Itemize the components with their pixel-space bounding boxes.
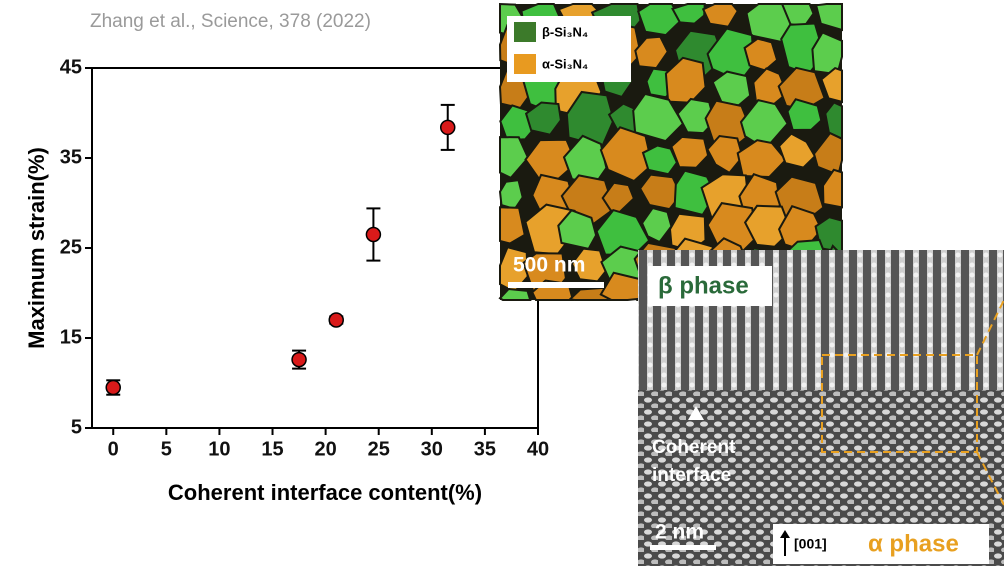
legend-swatch [514, 54, 536, 74]
direction-label: [001] [794, 536, 827, 552]
y-tick-label: 15 [60, 326, 82, 348]
point [106, 381, 120, 395]
micrograph-2: β phase Coherent interface 2 nm [001] α … [638, 250, 1004, 566]
x-tick-label: 20 [314, 438, 336, 460]
y-tick-label: 5 [71, 416, 82, 438]
y-tick-label: 45 [60, 56, 82, 78]
y-tick-label: 25 [60, 236, 82, 258]
phase-label: α phase [868, 530, 959, 557]
scale-label: 2 nm [655, 521, 704, 544]
legend-label: β-Si₃N₄ [542, 24, 588, 39]
y-axis-label: Maximum strain(%) [24, 147, 49, 349]
annotation: Coherent [652, 437, 736, 458]
scale-bar [650, 545, 716, 550]
x-tick-label: 0 [108, 438, 119, 460]
legend-label: α-Si₃N₄ [542, 56, 588, 71]
figure: Zhang et al., Science, 378 (2022) 5 15 25 3… [0, 0, 1004, 566]
x-tick-label: 10 [208, 438, 230, 460]
point [441, 120, 455, 134]
x-tick-label: 40 [527, 438, 549, 460]
grain [500, 207, 525, 243]
x-tick-label: 5 [161, 438, 172, 460]
annotation: interface [652, 465, 731, 486]
plot-frame [92, 68, 538, 428]
legend-swatch [514, 22, 536, 42]
scale-bar [508, 282, 604, 288]
x-tick-label: 30 [421, 438, 443, 460]
y-tick-label: 35 [60, 146, 82, 168]
page: {"citation": "Zhang et al., Science, 378… [0, 0, 1004, 566]
x-tick-label: 25 [368, 438, 390, 460]
scale-label: 500 nm [513, 254, 585, 277]
x-tick-label: 15 [261, 438, 283, 460]
point [366, 228, 380, 242]
chart: 5 15 25 35 45 0 5 10 15 20 25 30 35 40 Coherent interf… [24, 56, 549, 505]
point [292, 353, 306, 367]
x-tick-label: 35 [474, 438, 496, 460]
citation: Zhang et al., Science, 378 (2022) [90, 11, 371, 32]
phase-label: β phase [658, 272, 749, 299]
point [329, 313, 343, 327]
x-axis-label: Coherent interface content(%) [168, 480, 482, 505]
